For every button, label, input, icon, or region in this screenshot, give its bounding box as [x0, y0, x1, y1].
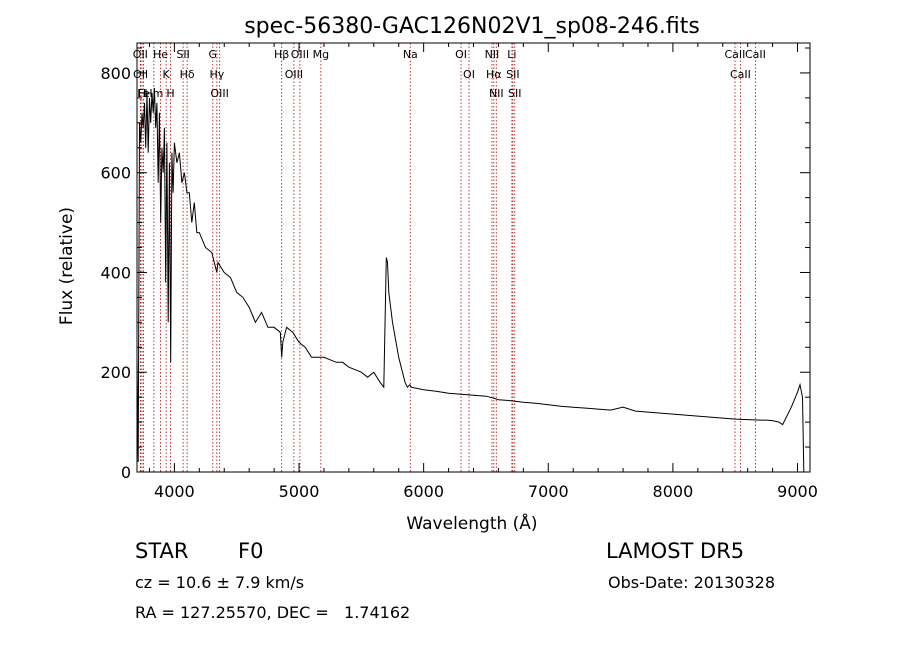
object-class: STAR: [135, 539, 189, 563]
line-mark-label: H: [138, 87, 146, 100]
x-tick-label: 8000: [653, 482, 694, 501]
x-tick-label: 4000: [154, 482, 195, 501]
line-mark-label: NII: [489, 87, 504, 100]
obs-date: Obs-Date: 20130328: [608, 573, 776, 592]
line-mark-label: Hδ: [180, 68, 195, 81]
y-tick-label: 400: [100, 263, 131, 282]
line-mark-label: OII: [133, 48, 148, 61]
line-mark-label: OI: [463, 68, 475, 81]
y-axis: 0 200 400 600 800: [100, 47, 810, 482]
line-mark-label: OIII: [291, 48, 309, 61]
line-mark-label: Hβ: [274, 48, 289, 61]
plot-frame: [136, 42, 811, 473]
redshift-value: cz = 10.6 ± 7.9 km/s: [135, 573, 305, 592]
y-tick-label: 600: [100, 164, 131, 183]
line-mark-label: NII: [485, 48, 500, 61]
x-axis-label: Wavelength (Å): [406, 512, 537, 534]
y-tick-label: 800: [100, 64, 131, 83]
line-marks-group: [139, 43, 756, 472]
line-mark-label: K: [163, 68, 171, 81]
x-tick-label: 5000: [279, 482, 320, 501]
line-mark-label: CaII: [745, 48, 766, 61]
chart-title: spec-56380-GAC126N02V1_sp08-246.fits: [244, 14, 700, 39]
x-tick-label: 9000: [777, 482, 818, 501]
line-mark-label: Hα: [486, 68, 502, 81]
line-mark-label: H: [166, 87, 174, 100]
line-mark-label: OIII: [210, 87, 228, 100]
coordinates: RA = 127.25570, DEC = 1.74162: [135, 603, 411, 622]
object-subclass: F0: [238, 539, 264, 563]
line-mark-label: Na: [403, 48, 418, 61]
line-mark-label: OI: [455, 48, 467, 61]
line-mark-label: CaII: [725, 48, 746, 61]
line-mark-label: SII: [506, 68, 519, 81]
line-mark-label: OIII: [285, 68, 303, 81]
x-axis: 4000 5000 6000 7000 8000 9000: [148, 43, 818, 501]
line-mark-label: Mg: [313, 48, 329, 61]
x-tick-label: 7000: [528, 482, 569, 501]
line-mark-label: SII: [508, 87, 521, 100]
line-mark-label: Hγ: [209, 68, 224, 81]
line-mark-label: He: [153, 48, 168, 61]
survey-name: LAMOST DR5: [606, 539, 745, 563]
y-tick-label: 200: [100, 363, 131, 382]
line-mark-label: Li: [507, 48, 516, 61]
y-tick-label: 0: [121, 463, 131, 482]
x-tick-label: 6000: [403, 482, 444, 501]
y-axis-label: Flux (relative): [57, 207, 77, 325]
series-spectrum-line: [136, 87, 805, 473]
line-mark-label: CaII: [730, 68, 751, 81]
line-mark-label: SII: [176, 48, 189, 61]
line-mark-label: OII: [133, 68, 148, 81]
line-mark-label: G: [209, 48, 218, 61]
